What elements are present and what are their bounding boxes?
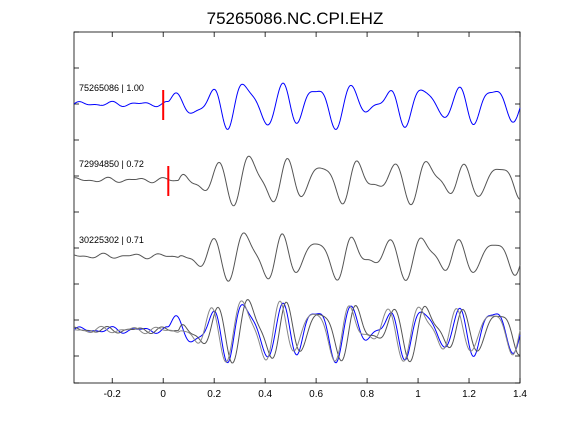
trace-label-2: 72994850 | 0.72 [79, 159, 144, 169]
x-tick-label: 1.2 [462, 389, 476, 400]
tick-marks [74, 31, 521, 384]
x-tick-label: -0.2 [104, 389, 122, 400]
trace-label-1: 75265086 | 1.00 [79, 83, 144, 93]
pick-markers [162, 90, 170, 196]
overlay-trace-1 [73, 302, 521, 364]
trace-1-line [73, 82, 521, 131]
x-tick-label: 1 [415, 389, 421, 400]
plot-frame [73, 31, 521, 384]
trace-labels: 75265086 | 1.00 72994850 | 0.72 30225302 |… [79, 83, 144, 245]
chart-title: 75265086.NC.CPI.EHZ [207, 9, 384, 28]
trace-lines [73, 82, 521, 364]
trace-2-line [73, 155, 521, 207]
x-tick-labels: -0.2 0 0.2 0.4 0.6 0.8 1 1.2 1.4 [104, 389, 528, 400]
x-tick-label: 0.6 [309, 389, 323, 400]
x-tick-label: 0.2 [207, 389, 221, 400]
x-tick-label: 1.4 [513, 389, 527, 400]
trace-3-line [73, 232, 521, 282]
x-tick-label: 0.8 [360, 389, 374, 400]
x-tick-label: 0 [160, 389, 166, 400]
trace-label-3: 30225302 | 0.71 [79, 235, 144, 245]
x-tick-label: 0.4 [258, 389, 272, 400]
overlay-trace-3 [73, 300, 521, 363]
